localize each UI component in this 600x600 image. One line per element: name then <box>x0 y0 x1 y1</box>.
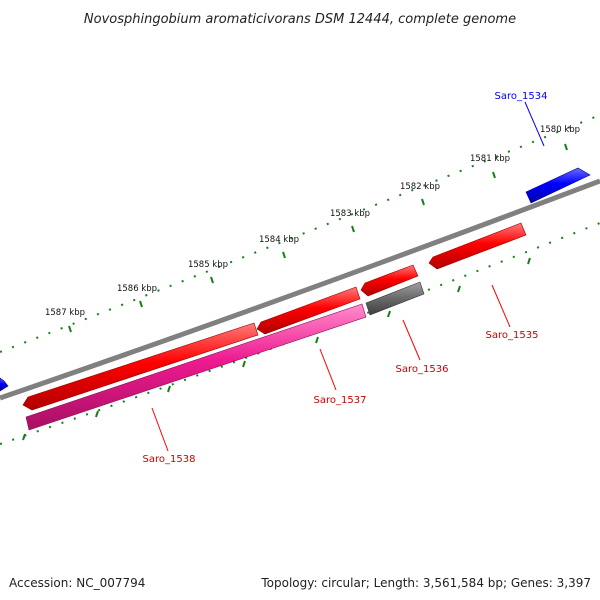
gene-label-saro-1537[interactable]: Saro_1537 <box>314 395 367 406</box>
tick-1581 <box>492 171 496 179</box>
tick-label-1584: 1584 kbp <box>259 235 299 245</box>
inner-tick-6 <box>387 310 391 318</box>
gene-saro-1536-upper-arrow[interactable] <box>360 264 419 297</box>
inner-tick-8 <box>527 257 531 265</box>
leader-saro-1535 <box>491 284 511 328</box>
inner-tick-2 <box>95 410 99 418</box>
accession-label: Accession: NC_007794 <box>9 576 146 590</box>
ruler-tick-labels: 1580 kbp 1581 kbp 1582 kbp 1583 kbp 1584… <box>45 125 580 318</box>
gene-leader-lines <box>151 101 545 452</box>
tick-1583 <box>351 225 355 233</box>
tick-1587 <box>68 325 72 333</box>
leader-saro-1537 <box>319 348 337 391</box>
gene-saro-1537-arrow[interactable] <box>256 286 361 335</box>
gene-label-saro-1535[interactable]: Saro_1535 <box>486 330 539 341</box>
tick-label-1580: 1580 kbp <box>540 125 580 135</box>
tick-label-1586: 1586 kbp <box>117 284 157 294</box>
gene-saro-1538-arrow[interactable] <box>22 322 259 411</box>
gene-saro-1534-arrow[interactable] <box>525 167 591 204</box>
gene-saro-1538-rna-bar[interactable] <box>25 303 367 431</box>
gene-label-saro-1534[interactable]: Saro_1534 <box>495 91 548 102</box>
tick-label-1587: 1587 kbp <box>45 308 85 318</box>
tick-label-1583: 1583 kbp <box>330 209 370 219</box>
outer-ruler <box>0 114 600 353</box>
gene-label-saro-1538[interactable]: Saro_1538 <box>143 454 196 465</box>
topology-label: Topology: circular; Length: 3,561,584 bp… <box>261 576 591 590</box>
gene-label-saro-1536[interactable]: Saro_1536 <box>396 364 449 375</box>
map-title: Novosphingobium aromaticivorans DSM 1244… <box>84 12 516 27</box>
tick-label-1582: 1582 kbp <box>400 182 440 192</box>
tick-1586 <box>139 300 143 308</box>
gene-offscreen-left-arrow[interactable] <box>0 377 9 392</box>
gene-saro-1535-arrow[interactable] <box>428 222 527 270</box>
tick-label-1581: 1581 kbp <box>470 154 510 164</box>
leader-saro-1538 <box>151 407 169 452</box>
tick-1585 <box>210 276 214 284</box>
tick-1584 <box>282 251 286 259</box>
inner-ruler <box>0 222 600 445</box>
tick-label-1585: 1585 kbp <box>188 260 228 270</box>
outer-ruler-major-ticks <box>68 143 568 333</box>
leader-saro-1536 <box>402 319 421 361</box>
inner-tick-4 <box>242 360 246 368</box>
inner-ruler-major-ticks <box>22 257 531 441</box>
leader-saro-1534 <box>524 101 545 147</box>
genome-backbone <box>0 178 600 401</box>
tick-1580 <box>564 143 568 151</box>
gene-saro-1536-arrow[interactable] <box>365 281 425 316</box>
inner-tick-3 <box>167 385 171 393</box>
inner-tick-5 <box>315 336 319 344</box>
inner-tick-7 <box>457 285 461 293</box>
tick-1582 <box>421 198 425 206</box>
inner-tick-1 <box>22 433 26 441</box>
